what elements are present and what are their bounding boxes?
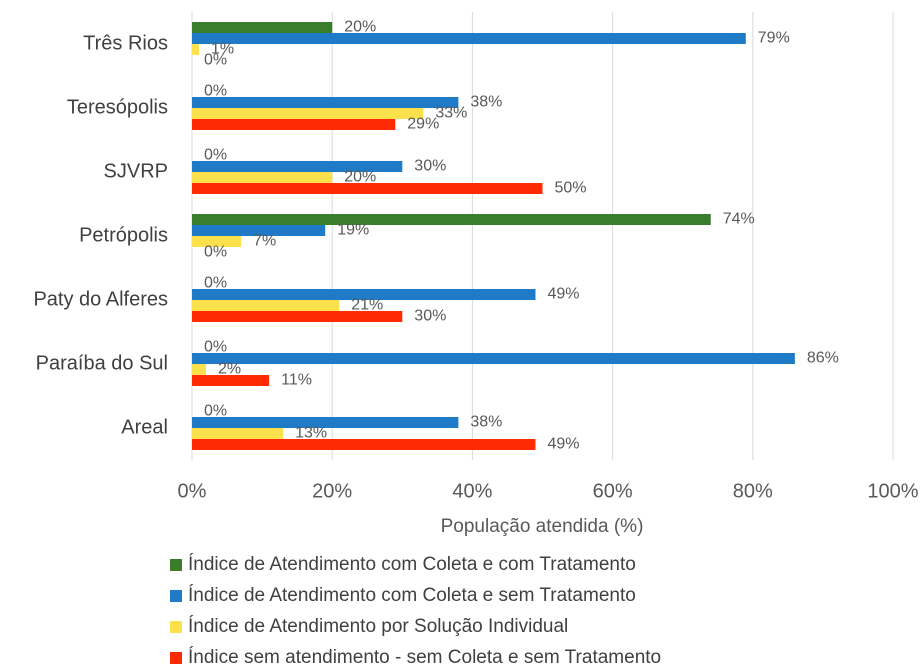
data-label: 0% (204, 275, 227, 292)
legend-label: Índice de Atendimento com Coleta e com T… (188, 554, 636, 575)
data-label: 30% (414, 158, 446, 175)
bar (192, 161, 403, 172)
legend-label: Índice de Atendimento por Solução Indivi… (188, 616, 568, 637)
bar (192, 375, 270, 386)
data-label: 20% (344, 169, 376, 186)
data-label: 13% (295, 425, 327, 442)
data-label: 49% (547, 286, 579, 303)
data-label: 49% (547, 436, 579, 453)
legend-swatch (170, 559, 182, 571)
bar (192, 33, 746, 44)
data-label: 11% (281, 372, 312, 389)
category-label: Três Rios (83, 32, 168, 54)
legend-swatch (170, 652, 182, 664)
bar (192, 44, 200, 55)
bar (192, 439, 536, 450)
data-label: 30% (414, 308, 446, 325)
data-label: 0% (204, 52, 227, 69)
bar (192, 364, 207, 375)
x-tick-label: 20% (312, 480, 352, 502)
category-label: Areal (121, 416, 168, 438)
data-label: 50% (555, 180, 587, 197)
data-label: 74% (723, 211, 755, 228)
bar (192, 311, 403, 322)
bar (192, 214, 711, 225)
category-label: SJVRP (104, 160, 168, 182)
x-tick-label: 0% (178, 480, 207, 502)
x-tick-label: 100% (867, 480, 918, 502)
bar (192, 225, 326, 236)
x-tick-label: 80% (733, 480, 773, 502)
data-label: 79% (758, 30, 790, 47)
bar (192, 417, 459, 428)
bar (192, 289, 536, 300)
legend-swatch (170, 621, 182, 633)
data-label: 33% (435, 105, 467, 122)
bar (192, 172, 333, 183)
bar (192, 119, 396, 130)
bar (192, 183, 543, 194)
data-label: 38% (470, 94, 502, 111)
data-label: 7% (253, 233, 276, 250)
data-label: 1% (211, 41, 234, 58)
data-label: 20% (344, 19, 376, 36)
legend-label: Índice de Atendimento com Coleta e sem T… (188, 585, 636, 606)
bar (192, 353, 795, 364)
data-label: 86% (807, 350, 839, 367)
legend-label: Índice sem atendimento - sem Coleta e se… (188, 647, 661, 666)
legend-swatch (170, 590, 182, 602)
data-label: 2% (218, 361, 241, 378)
data-label: 38% (470, 414, 502, 431)
bar (192, 428, 284, 439)
bar (192, 22, 333, 33)
data-label: 29% (407, 116, 439, 133)
data-label: 0% (204, 244, 227, 261)
category-label: Teresópolis (67, 96, 168, 118)
x-tick-label: 40% (452, 480, 492, 502)
bar (192, 300, 340, 311)
x-axis-label: População atendida (%) (441, 516, 644, 537)
x-tick-label: 60% (593, 480, 633, 502)
data-label: 0% (204, 339, 227, 356)
category-label: Paty do Alferes (33, 288, 168, 310)
data-label: 0% (204, 147, 227, 164)
data-label: 19% (337, 222, 369, 239)
category-label: Petrópolis (79, 224, 168, 246)
category-label: Paraíba do Sul (36, 352, 168, 374)
data-label: 21% (351, 297, 383, 314)
bar (192, 108, 424, 119)
data-label: 0% (204, 403, 227, 420)
data-label: 0% (204, 83, 227, 100)
bar (192, 236, 242, 247)
bar (192, 97, 459, 108)
